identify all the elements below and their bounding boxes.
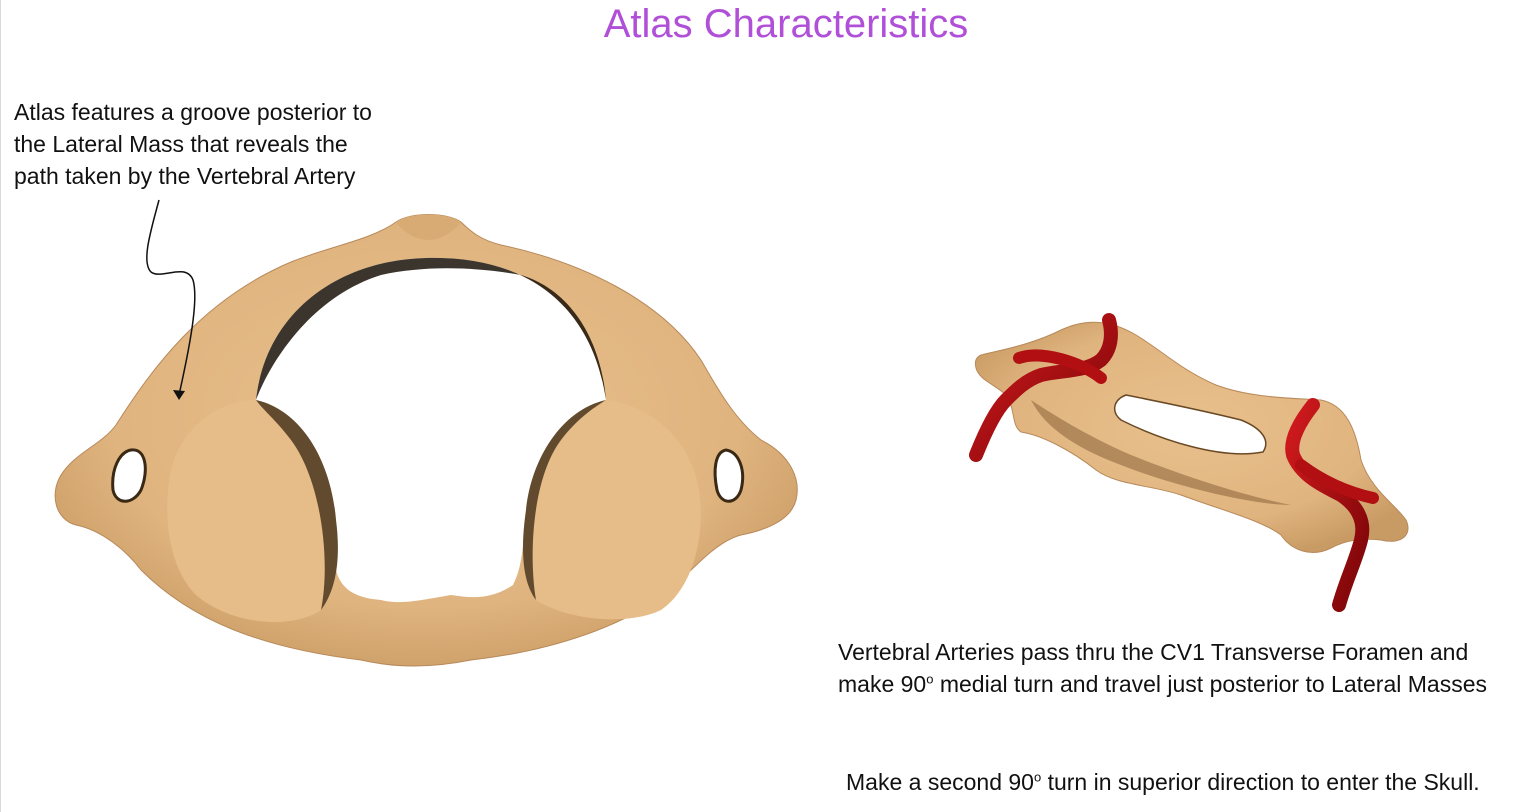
left-vertebral-artery-loop xyxy=(1013,349,1107,384)
right-lateral-mass-shadow xyxy=(523,400,606,600)
anterior-tubercle xyxy=(396,214,461,240)
page-title: Atlas Characteristics xyxy=(603,2,969,46)
second-turn-caption: Make a second 90o turn in superior direc… xyxy=(846,766,1480,798)
second-turn-caption-post: turn in superior direction to enter the … xyxy=(1041,769,1480,795)
right-vertebral-artery xyxy=(1285,398,1370,612)
arteries-caption-line-2-post: medial turn and travel just posterior to… xyxy=(933,671,1487,697)
groove-caption-line-2: the Lateral Mass that reveals the xyxy=(14,131,348,157)
second-turn-caption-pre: Make a second 90 xyxy=(846,769,1034,795)
vertebral-foramen xyxy=(255,257,607,603)
right-transverse-foramen xyxy=(713,448,745,503)
degree-superscript: o xyxy=(1033,769,1042,785)
annotation-arrowhead xyxy=(173,390,185,400)
groove-caption-line-3: path taken by the Vertebral Artery xyxy=(14,163,356,189)
right-lateral-mass xyxy=(523,400,701,620)
left-lateral-mass xyxy=(167,400,338,622)
degree-superscript: o xyxy=(926,671,934,687)
arteries-caption-line-2: make 90o medial turn and travel just pos… xyxy=(838,668,1487,700)
arteries-caption-line-1: Vertebral Arteries pass thru the CV1 Tra… xyxy=(838,639,1469,665)
groove-caption-line-1: Atlas features a groove posterior to xyxy=(14,99,372,125)
left-lateral-mass-shadow xyxy=(256,400,338,610)
atlas-oblique-with-arteries-illustration xyxy=(969,313,1409,612)
groove-caption: Atlas features a groove posterior to the… xyxy=(14,96,372,192)
right-vertebral-artery-branch xyxy=(1295,459,1379,504)
oblique-atlas-ring-opening xyxy=(1114,394,1267,455)
annotation-arrow xyxy=(146,199,196,396)
arteries-caption-line-2-pre: make 90 xyxy=(838,671,927,697)
left-vertebral-artery xyxy=(969,313,1118,462)
left-transverse-foramen xyxy=(111,448,147,503)
arteries-caption: Vertebral Arteries pass thru the CV1 Tra… xyxy=(838,636,1487,700)
